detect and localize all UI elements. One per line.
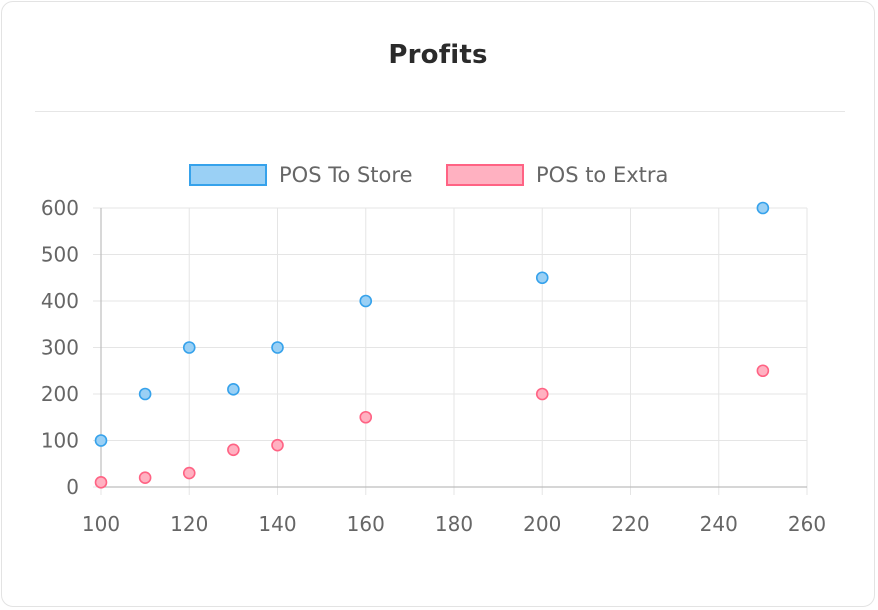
legend-swatch-pos-to-extra — [446, 164, 524, 186]
data-points — [94, 201, 770, 489]
y-tick-label: 300 — [41, 336, 79, 360]
data-point-pos-to-extra — [138, 471, 152, 485]
data-point-pos-to-store — [182, 341, 196, 354]
y-tick-label: 0 — [66, 475, 79, 499]
data-point-pos-to-store — [138, 387, 152, 401]
x-tick-label: 200 — [523, 512, 561, 536]
legend-label-pos-to-extra: POS to Extra — [536, 163, 669, 187]
title-divider — [35, 111, 845, 112]
data-point-pos-to-store — [227, 383, 240, 396]
chart-legend: POS To Store POS to Extra — [0, 162, 878, 188]
legend-item-pos-to-store[interactable]: POS To Store — [189, 162, 413, 188]
x-tick-label: 140 — [258, 512, 296, 536]
tick-labels: 100 120 140 160 180 200 220 240 2600100200300400… — [41, 196, 826, 536]
data-point-pos-to-store — [94, 434, 108, 447]
data-point-pos-to-store — [271, 341, 284, 354]
chart-title: Profits — [388, 40, 488, 70]
y-tick-label: 400 — [41, 289, 79, 313]
data-point-pos-to-store — [756, 201, 770, 215]
x-tick-label: 240 — [700, 512, 738, 536]
x-tick-label: 220 — [611, 512, 649, 536]
x-tick-label: 180 — [435, 512, 473, 536]
x-tick-label: 120 — [170, 512, 208, 536]
y-tick-label: 100 — [41, 429, 79, 453]
y-tick-label: 500 — [41, 243, 79, 267]
data-point-pos-to-extra — [359, 410, 373, 424]
legend-label-pos-to-store: POS To Store — [279, 163, 413, 187]
data-point-pos-to-store — [535, 271, 549, 285]
data-point-pos-to-extra — [756, 364, 770, 378]
y-tick-label: 600 — [41, 196, 79, 220]
legend-item-pos-to-extra[interactable]: POS to Extra — [446, 162, 668, 188]
data-point-pos-to-store — [359, 294, 373, 308]
legend-swatch-pos-to-store — [189, 164, 267, 186]
grid-lines — [93, 207, 808, 495]
data-point-pos-to-extra — [271, 438, 284, 452]
data-point-pos-to-extra — [94, 476, 108, 489]
y-tick-label: 200 — [41, 382, 79, 406]
data-point-pos-to-extra — [182, 466, 196, 480]
x-tick-label: 100 — [82, 512, 120, 536]
x-tick-label: 160 — [347, 512, 385, 536]
x-tick-label: 260 — [788, 512, 826, 536]
data-point-pos-to-extra — [227, 443, 240, 457]
data-point-pos-to-extra — [535, 387, 549, 401]
